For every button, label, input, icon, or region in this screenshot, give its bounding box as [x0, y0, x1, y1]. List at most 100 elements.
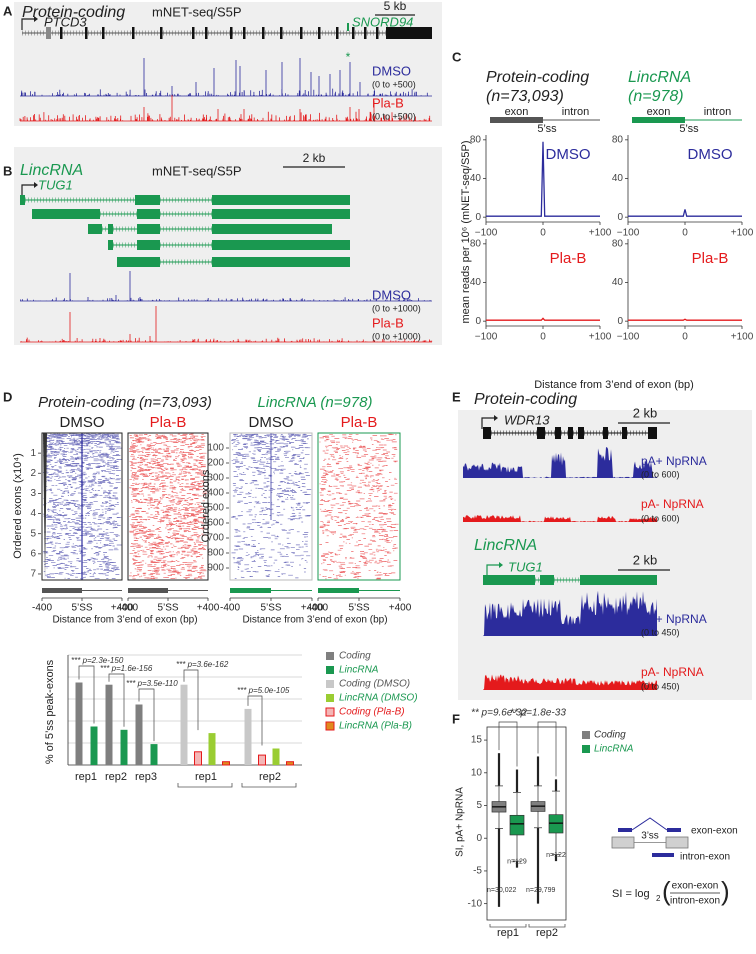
p-value: ** p=1.8e-33	[510, 708, 566, 719]
significance-bracket	[138, 688, 155, 742]
exon	[160, 27, 163, 39]
x-tick-label: 5’SS	[348, 603, 369, 614]
legend-swatch	[325, 707, 335, 717]
p-value: *** p=3.5e-110	[126, 679, 178, 688]
exon-order-bar	[43, 433, 47, 580]
legend-label: Coding (Pla-B)	[339, 707, 405, 718]
gene-name: SNORD94	[352, 14, 413, 29]
y-tick-label: 100	[207, 443, 224, 454]
legend-swatch	[326, 666, 334, 674]
significance-bracket	[498, 721, 518, 767]
bar	[286, 761, 294, 766]
x-tick-label: -400	[308, 603, 328, 614]
x-tick-label: +400	[111, 603, 134, 614]
group-bracket	[241, 783, 297, 788]
ss-label: 5’ss	[537, 123, 557, 135]
bar	[150, 744, 158, 765]
exon	[135, 195, 160, 205]
significance-bracket	[247, 695, 263, 746]
track-range: (0 to 450)	[641, 681, 680, 691]
n-label: n=29,799	[526, 887, 555, 894]
x-tick-label: +100	[589, 332, 612, 343]
y-tick-label: 0	[476, 833, 482, 844]
y-tick-label: 900	[207, 563, 224, 574]
plot-frame	[486, 726, 567, 921]
y-tick-label: 0	[617, 212, 623, 223]
formula-subscript: 2	[656, 894, 661, 903]
ss-label: 5’ss	[679, 123, 699, 135]
exon	[483, 427, 491, 439]
y-tick-label: 40	[470, 277, 482, 288]
bar	[272, 748, 280, 765]
y-axis-label: Ordered exons	[200, 469, 212, 542]
heatmap-frame	[41, 432, 123, 581]
legend-swatch	[325, 721, 335, 731]
scale-label: 2 kb	[633, 405, 658, 420]
y-tick-label: 15	[471, 735, 483, 746]
gene-name: PTCD3	[44, 14, 87, 29]
exon	[192, 27, 195, 39]
exon	[137, 240, 160, 250]
exon	[376, 27, 379, 39]
assay-label: mNET-seq/S5P	[152, 163, 242, 178]
significance-bracket	[108, 673, 125, 727]
exon	[580, 575, 657, 585]
x-tick-label: rep1	[75, 771, 97, 783]
y-tick-label: -5	[473, 866, 482, 877]
y-tick-label: 5	[476, 800, 482, 811]
chart-title: DMSO	[688, 146, 733, 163]
x-tick-label: rep2	[105, 771, 127, 783]
diagram-exon	[665, 836, 689, 849]
n-label: n=129	[507, 859, 527, 866]
panel-a-background	[14, 2, 442, 126]
track-name: Pla-B	[372, 95, 404, 110]
panel-label: A	[3, 3, 13, 18]
y-tick-label: 3	[30, 488, 36, 499]
exon	[648, 427, 657, 439]
track-area	[463, 447, 657, 478]
x-axis-label: Distance from 3’end of exon (bp)	[534, 379, 694, 391]
bar	[180, 684, 188, 765]
y-tick-label: 7	[30, 569, 36, 580]
exon	[102, 27, 105, 39]
legend-swatch	[582, 731, 590, 739]
scale-label: 5 kb	[384, 0, 407, 13]
exon	[108, 224, 113, 234]
x-tick-label: 5’SS	[71, 603, 92, 614]
y-tick-label: 1	[30, 448, 36, 459]
y-tick-label: 80	[470, 238, 482, 249]
panel-label: F	[452, 711, 460, 726]
track-range: (0 to +1000)	[372, 303, 421, 313]
significance-bracket	[78, 665, 95, 724]
track-name: pA- NpRNA	[641, 497, 704, 511]
track-signal	[19, 95, 431, 121]
bar	[208, 733, 216, 765]
profile-line	[628, 209, 742, 217]
x-tick-label: -400	[118, 603, 138, 614]
x-tick-label: 0	[682, 332, 688, 343]
snorna-marker: *	[346, 50, 351, 64]
exon	[137, 224, 160, 234]
y-tick-label: 0	[617, 316, 623, 327]
track-range: (0 to +500)	[372, 111, 416, 121]
exon	[262, 27, 265, 39]
track-area	[463, 515, 657, 522]
legend-swatch	[582, 745, 590, 753]
legend-label: Coding	[594, 730, 626, 741]
condition-label: DMSO	[249, 414, 294, 431]
exon	[318, 27, 321, 39]
formula-numerator: exon-exon	[672, 881, 719, 892]
legend-label: LincRNA	[339, 665, 379, 676]
x-tick-label: +100	[589, 228, 612, 239]
panel-label: E	[452, 389, 461, 404]
x-tick-label: -400	[32, 603, 52, 614]
y-tick-label: 40	[612, 173, 624, 184]
exon	[622, 427, 627, 439]
chart-title: DMSO	[546, 146, 591, 163]
exon-label: exon	[505, 106, 529, 118]
exon	[212, 195, 350, 205]
group-bracket	[489, 924, 527, 928]
p-value: *** p=1.6e-156	[100, 664, 153, 673]
intron-label: intron	[562, 106, 590, 118]
